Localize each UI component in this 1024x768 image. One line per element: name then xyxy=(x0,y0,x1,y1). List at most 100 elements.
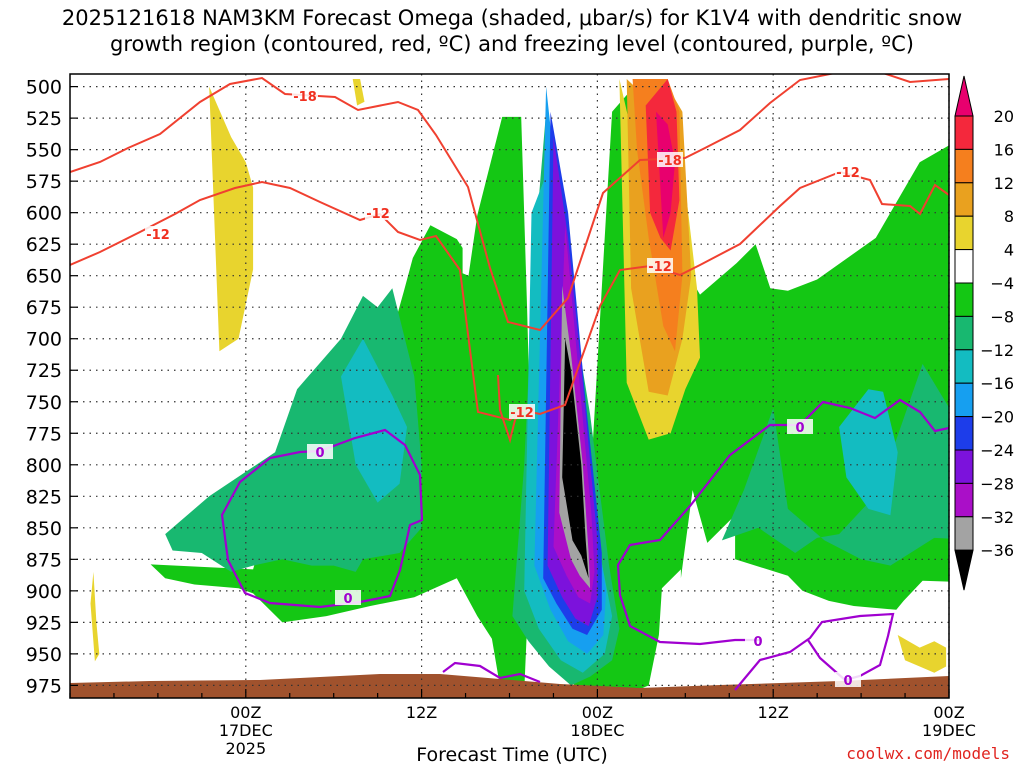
y-tick-label: 950 xyxy=(26,644,62,666)
colorbar-label: 4 xyxy=(1004,241,1014,260)
colorbar-bin xyxy=(954,182,974,217)
y-tick-label: 500 xyxy=(26,77,62,99)
y-tick-label: 625 xyxy=(26,234,62,256)
colorbar-label: 8 xyxy=(1004,207,1014,226)
y-tick-label: 750 xyxy=(26,392,62,414)
terrain-ground xyxy=(70,674,949,698)
purple-contour-label: 0 xyxy=(753,635,762,650)
x-tick-label: 18DEC xyxy=(570,721,624,740)
y-tick-label: 800 xyxy=(26,455,62,477)
colorbar-bin xyxy=(954,349,974,384)
contour-labels: -18 -12 -12 -18 -12 -12 -12 0 0 0 0 0 xyxy=(145,88,861,689)
colorbar-label: 16 xyxy=(994,140,1014,159)
y-tick-label: 925 xyxy=(26,612,62,634)
x-tick-label: 00Z xyxy=(230,703,261,722)
omega-region-4 xyxy=(721,363,949,566)
y-axis: 500 525 550 575 600 625 650 675 700 725 750 775 800 8… xyxy=(26,77,78,697)
colorbar-bin xyxy=(954,416,974,451)
x-tick-label: 2025 xyxy=(225,739,266,758)
x-tick-label: 00Z xyxy=(933,703,964,722)
omega-region-22 xyxy=(981,629,993,652)
y-tick-label: 775 xyxy=(26,423,62,445)
y-tick-label: 900 xyxy=(26,581,62,603)
colorbar-label: −32 xyxy=(980,508,1014,527)
x-tick-label: 00Z xyxy=(582,703,613,722)
x-tick-label: 19DEC xyxy=(922,721,976,740)
colorbar-bottom-arrow xyxy=(954,549,974,591)
y-tick-label: 575 xyxy=(26,171,62,193)
red-contour-label-bg xyxy=(657,152,683,167)
colorbar-bin xyxy=(954,382,974,418)
purple-contour-label-bg xyxy=(835,672,861,687)
colorbar-label: 12 xyxy=(994,174,1014,193)
colorbar-label: −28 xyxy=(980,474,1014,493)
y-tick-label: 550 xyxy=(26,140,62,162)
omega-region-0 xyxy=(150,116,536,698)
red-contour-label-bg xyxy=(292,88,318,103)
y-tick-label: 850 xyxy=(26,518,62,540)
red-contour-minus18 xyxy=(70,74,949,332)
x-tick-label: 12Z xyxy=(406,703,437,722)
omega-region-19 xyxy=(209,86,254,352)
red-contour-label-bg xyxy=(647,258,673,273)
colorbar-label: −20 xyxy=(980,408,1014,427)
omega-region-7 xyxy=(839,389,898,516)
y-tick-label: 600 xyxy=(26,203,62,225)
purple-contour-zero-right xyxy=(616,398,949,646)
credit-text: coolwx.com/models xyxy=(846,744,1010,763)
purple-contour-label-bg xyxy=(335,590,361,605)
x-axis-title: Forecast Time (UTC) xyxy=(416,744,608,766)
red-contour-label-bg xyxy=(509,404,535,419)
y-tick-label: 975 xyxy=(26,675,62,697)
omega-region-13 xyxy=(562,338,589,579)
y-tick-label: 700 xyxy=(26,329,62,351)
colorbar-label: −16 xyxy=(980,374,1014,393)
colorbar: 20 16 12 8 4 −4 −8 −12 −16 −20 −24 −28 −32 −36 xyxy=(954,75,1014,591)
colorbar-bin xyxy=(954,249,974,284)
x-tick-label: 17DEC xyxy=(219,721,273,740)
purple-contour-label: 0 xyxy=(315,446,324,461)
omega-region-6 xyxy=(341,338,407,503)
colorbar-label: 20 xyxy=(994,107,1014,126)
colorbar-label: −24 xyxy=(980,441,1014,460)
colorbar-bin xyxy=(954,215,974,251)
x-tick-label: 12Z xyxy=(758,703,789,722)
purple-contour-label-bg xyxy=(787,419,813,434)
purple-contour-label-bg xyxy=(745,633,771,648)
red-contour-label-bg xyxy=(835,164,861,179)
colorbar-bin xyxy=(954,516,974,551)
colorbar-bin xyxy=(954,115,974,150)
colorbar-bin xyxy=(954,315,974,351)
colorbar-bin xyxy=(954,148,974,184)
omega-region-23 xyxy=(352,79,365,106)
colorbar-bin xyxy=(954,482,974,518)
purple-contour-label: 0 xyxy=(343,592,352,607)
red-contour-label: -12 xyxy=(648,260,672,275)
colorbar-bin xyxy=(954,449,974,484)
omega-region-18 xyxy=(656,111,675,238)
red-contour-label: -12 xyxy=(836,166,860,181)
y-tick-label: 725 xyxy=(26,360,62,382)
purple-contour-label: 0 xyxy=(843,674,852,689)
y-tick-label: 675 xyxy=(26,297,62,319)
y-tick-label: 525 xyxy=(26,108,62,130)
red-contour-label: -12 xyxy=(146,228,170,243)
colorbar-label: −12 xyxy=(980,341,1014,360)
colorbar-label: −4 xyxy=(990,274,1014,293)
purple-contour-label-bg xyxy=(307,444,333,459)
omega-region-20 xyxy=(90,571,100,662)
purple-contour-zero-bottom-center xyxy=(442,661,541,684)
colorbar-top-arrow xyxy=(954,75,974,117)
purple-contour-label: 0 xyxy=(795,421,804,436)
red-contour-label: -12 xyxy=(366,207,390,222)
colorbar-label: −8 xyxy=(990,307,1014,326)
chart-title-line-2: growth region (contoured, red, ºC) and f… xyxy=(110,32,914,56)
y-tick-label: 650 xyxy=(26,266,62,288)
red-contour-label-bg xyxy=(365,205,391,220)
red-contour-label: -12 xyxy=(510,406,534,421)
red-contour-label: -18 xyxy=(658,154,682,169)
chart-title-line-1: 2025121618 NAM3KM Forecast Omega (shaded… xyxy=(61,6,963,30)
colorbar-bin xyxy=(954,282,974,317)
